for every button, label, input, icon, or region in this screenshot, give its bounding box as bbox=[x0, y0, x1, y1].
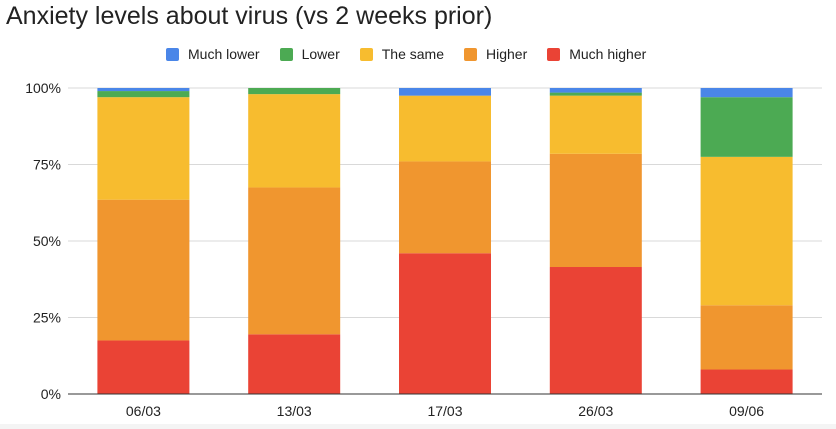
x-tick-label: 13/03 bbox=[277, 403, 312, 419]
x-tick-label: 26/03 bbox=[578, 403, 613, 419]
legend-swatch-much-lower bbox=[166, 47, 179, 61]
bar-segment-much-higher[interactable] bbox=[549, 267, 642, 394]
bar-segment-much-lower[interactable] bbox=[399, 88, 491, 96]
legend-label-much-lower: Much lower bbox=[188, 46, 260, 62]
legend-label-lower: Lower bbox=[301, 46, 340, 62]
bar-segment-lower[interactable] bbox=[97, 91, 190, 98]
bar-segment-much-higher[interactable] bbox=[399, 253, 491, 394]
legend-swatch-higher bbox=[463, 47, 477, 61]
legend-label-much-higher: Much higher bbox=[569, 46, 647, 62]
x-tick-label: 06/03 bbox=[126, 403, 161, 419]
y-tick-label: 75% bbox=[33, 157, 61, 173]
bar-segment-much-lower[interactable] bbox=[700, 88, 793, 98]
legend-item-much-lower[interactable]: Much lower bbox=[166, 46, 260, 62]
bar-segment-much-higher[interactable] bbox=[248, 334, 341, 394]
bar-segment-the-same[interactable] bbox=[700, 156, 793, 306]
x-tick-label: 17/03 bbox=[427, 403, 462, 419]
bar-segment-higher[interactable] bbox=[700, 305, 793, 370]
bar-segment-higher[interactable] bbox=[248, 187, 341, 335]
y-tick-label: 50% bbox=[33, 233, 61, 249]
y-tick-label: 0% bbox=[41, 386, 61, 402]
bar-segment-lower[interactable] bbox=[700, 97, 793, 157]
legend-item-much-higher[interactable]: Much higher bbox=[547, 46, 646, 62]
bar-segment-lower[interactable] bbox=[248, 88, 341, 95]
bar-segment-the-same[interactable] bbox=[399, 95, 491, 162]
bar-segment-much-lower[interactable] bbox=[97, 88, 190, 92]
y-tick-label: 25% bbox=[33, 310, 61, 326]
bar-segment-higher[interactable] bbox=[399, 161, 491, 254]
legend-swatch-the-same bbox=[359, 47, 373, 61]
bar-segment-the-same[interactable] bbox=[549, 95, 642, 154]
bar-segment-much-higher[interactable] bbox=[700, 369, 793, 394]
legend-item-higher[interactable]: Higher bbox=[463, 46, 528, 62]
bottom-divider bbox=[0, 424, 836, 429]
legend-label-the-same: The same bbox=[381, 46, 444, 62]
bar-segment-lower[interactable] bbox=[549, 92, 642, 96]
legend-item-lower[interactable]: Lower bbox=[279, 46, 340, 62]
bars bbox=[97, 88, 793, 394]
bar-segment-higher[interactable] bbox=[549, 153, 642, 268]
y-tick-label: 100% bbox=[25, 80, 61, 96]
legend-swatch-lower bbox=[279, 47, 293, 61]
legend-item-the-same[interactable]: The same bbox=[359, 46, 444, 62]
bar-segment-much-higher[interactable] bbox=[97, 340, 190, 394]
x-tick-label: 09/06 bbox=[729, 403, 764, 419]
bar-segment-higher[interactable] bbox=[97, 199, 190, 341]
bar-segment-the-same[interactable] bbox=[248, 94, 341, 188]
legend: Much lower Lower The same Higher Much hi… bbox=[166, 44, 646, 64]
bar-segment-the-same[interactable] bbox=[97, 97, 190, 200]
legend-label-higher: Higher bbox=[485, 46, 528, 62]
legend-swatch-much-higher bbox=[547, 47, 561, 61]
bar-segment-much-lower[interactable] bbox=[549, 88, 642, 93]
chart-title: Anxiety levels about virus (vs 2 weeks p… bbox=[6, 2, 493, 30]
